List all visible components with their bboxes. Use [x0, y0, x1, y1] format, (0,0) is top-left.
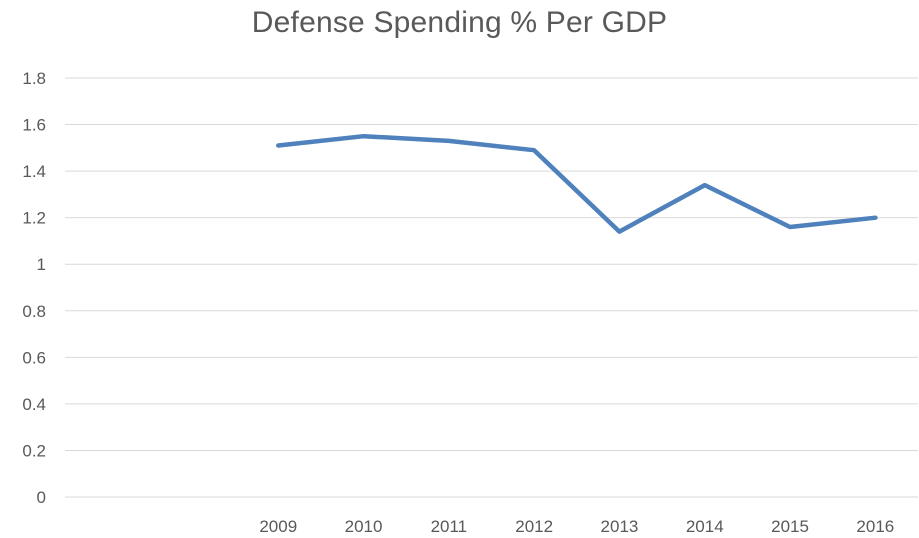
- y-tick-label: 1.8: [22, 69, 46, 88]
- x-axis-tick-labels: 2009 2010 2011 2012 2013 2014 2015 2016: [259, 517, 894, 536]
- y-tick-label: 0.2: [22, 441, 46, 460]
- x-tick-label: 2010: [345, 517, 383, 536]
- y-tick-label: 1.6: [22, 116, 46, 135]
- x-tick-label: 2013: [601, 517, 639, 536]
- x-tick-label: 2016: [856, 517, 894, 536]
- gridlines: [65, 77, 918, 498]
- x-tick-label: 2011: [431, 517, 468, 536]
- y-tick-label: 1.4: [22, 162, 46, 181]
- series-line: [276, 133, 878, 234]
- y-tick-label: 1.2: [22, 209, 46, 228]
- chart-title: Defense Spending % Per GDP: [251, 6, 668, 39]
- y-tick-label: 0: [37, 488, 46, 507]
- y-axis-tick-labels: 0 0.2 0.4 0.6 0.8 1 1.2 1.4 1.6 1.8: [22, 69, 46, 507]
- y-tick-label: 0.6: [22, 348, 46, 367]
- y-tick-label: 1: [37, 255, 46, 274]
- x-tick-label: 2012: [515, 517, 553, 536]
- y-tick-label: 0.8: [22, 302, 46, 321]
- x-tick-label: 2014: [686, 517, 724, 536]
- x-tick-label: 2009: [259, 517, 297, 536]
- series-lines: [276, 133, 878, 234]
- x-tick-label: 2015: [771, 517, 809, 536]
- y-tick-label: 0.4: [22, 395, 46, 414]
